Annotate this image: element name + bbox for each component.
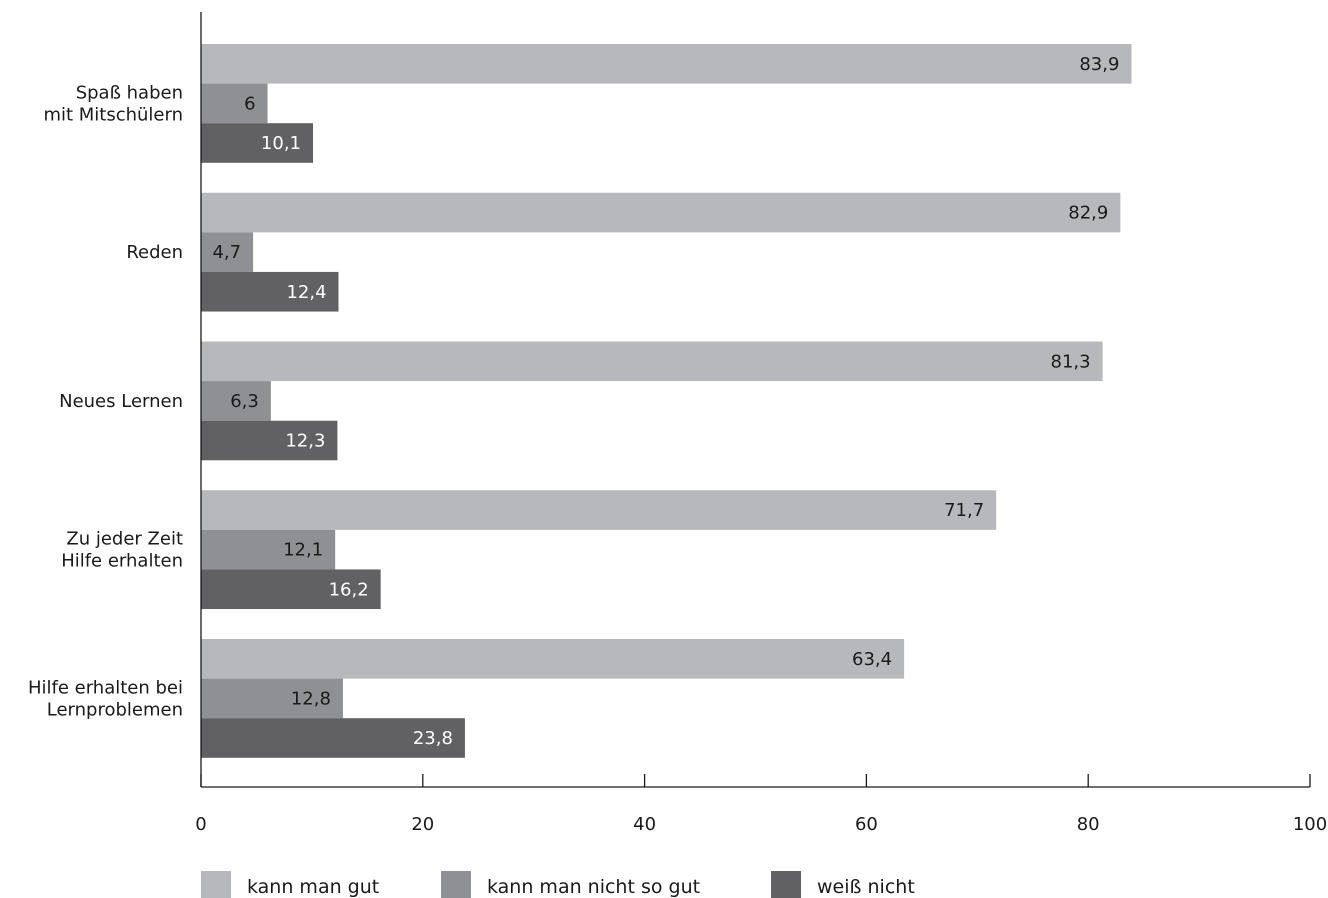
x-tick-label: 100 — [1293, 814, 1327, 835]
bar-value-label: 4,7 — [212, 242, 241, 263]
category-label: Neues Lernen — [59, 391, 183, 412]
bar-3-5 — [201, 718, 465, 758]
category-label: Hilfe erhalten bei Lernproblemen — [28, 677, 183, 720]
category-label: Reden — [126, 242, 183, 263]
legend-label: kann man gut — [247, 876, 379, 898]
bar-value-label: 23,8 — [413, 728, 453, 749]
bar-value-label: 81,3 — [1051, 351, 1091, 372]
bar-2-3 — [201, 381, 271, 421]
bar-3-1 — [201, 123, 314, 163]
x-tick-label: 0 — [195, 814, 206, 835]
bar-1-2 — [201, 192, 1121, 233]
labels-layer: 83,9 6 10,1 Spaß haben mit Mitschülern 82,9 4,… — [28, 54, 1119, 749]
bar-1-4 — [201, 490, 997, 530]
bar-2-4 — [201, 529, 336, 570]
bar-1-3 — [201, 341, 1103, 382]
bar-2-1 — [201, 83, 268, 124]
bar-2-5 — [201, 678, 343, 719]
bar-3-2 — [201, 271, 339, 312]
bar-value-label: 12,3 — [285, 431, 325, 452]
x-tick-label: 40 — [633, 814, 656, 835]
bar-value-label: 12,4 — [286, 282, 326, 303]
bar-1-5 — [201, 639, 905, 679]
legend-swatch — [201, 871, 231, 898]
x-tick-label: 60 — [855, 814, 878, 835]
category-label: Spaß haben mit Mitschülern — [43, 82, 183, 125]
x-tick-label: 20 — [411, 814, 434, 835]
bar-value-label: 10,1 — [261, 133, 301, 154]
axes-layer: 0 20 40 60 80 100 — [195, 12, 1327, 835]
bar-1-1 — [201, 44, 1132, 84]
bar-value-label: 71,7 — [944, 500, 984, 521]
bar-3-3 — [201, 420, 338, 461]
legend-label: weiß nicht — [817, 876, 915, 898]
bar-value-label: 16,2 — [329, 579, 369, 600]
bar-value-label: 82,9 — [1068, 203, 1108, 224]
legend: kann man gut kann man nicht so gut weiß ni… — [201, 871, 915, 898]
bar-value-label: 6,3 — [230, 391, 259, 412]
legend-swatch — [771, 871, 801, 898]
bar-value-label: 83,9 — [1079, 54, 1119, 75]
bars-layer — [201, 44, 1132, 758]
legend-label: kann man nicht so gut — [487, 876, 700, 898]
bar-2-2 — [201, 232, 254, 272]
category-label: Zu jeder Zeit Hilfe erhalten — [61, 529, 183, 572]
bar-3-4 — [201, 569, 381, 610]
bar-value-label: 63,4 — [852, 649, 892, 670]
bar-value-label: 6 — [244, 93, 255, 114]
bar-value-label: 12,8 — [291, 688, 331, 709]
legend-swatch — [441, 871, 471, 898]
x-tick-label: 80 — [1077, 814, 1100, 835]
bar-value-label: 12,1 — [283, 540, 323, 561]
